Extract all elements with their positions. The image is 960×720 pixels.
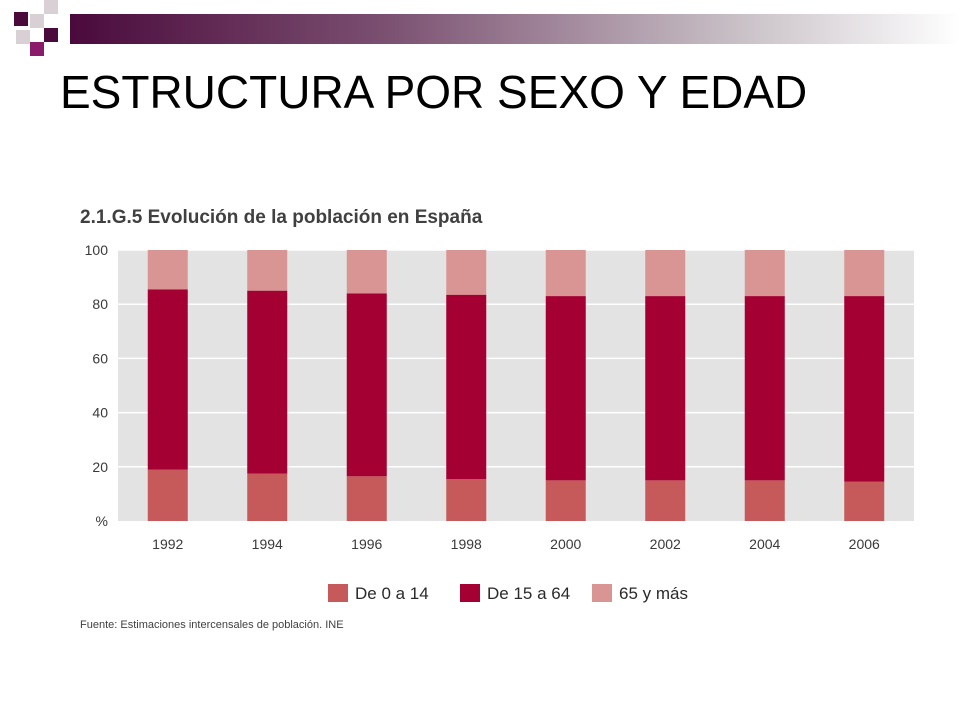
bar-segment [844,481,885,521]
x-tick-label: 1994 [252,536,283,552]
bar-segment [147,250,188,290]
chart-title: 2.1.G.5 Evolución de la población en Esp… [80,207,483,228]
y-tick-label: 60 [92,350,108,366]
bar-segment [844,250,885,297]
bar-segment [744,296,785,481]
decor-square [30,42,44,56]
decor-square [44,28,58,42]
plot-background [118,250,914,521]
legend-swatch [328,584,348,602]
bar-segment [346,476,387,521]
x-tick-label: 2006 [849,536,880,552]
bar-segment [346,250,387,294]
y-unit-label: % [96,513,108,529]
bar-segment [446,250,487,295]
decor-square [14,12,28,26]
bar-segment [744,480,785,521]
bar-segment [545,250,586,297]
legend-label: 65 y más [619,584,688,603]
legend-label: De 15 a 64 [487,584,570,603]
bar-segment [147,289,188,470]
header-gradient-bar [70,14,960,44]
bar-segment [545,296,586,481]
bar-segment [247,290,288,474]
legend-label: De 0 a 14 [355,584,429,603]
x-tick-label: 1998 [451,536,482,552]
bar-segment [346,293,387,477]
bar-segment [247,250,288,291]
bar-segment [645,250,686,297]
bar-segment [744,250,785,297]
legend-swatch [592,584,612,602]
decor-square [30,14,44,28]
x-tick-label: 2002 [650,536,681,552]
slide-title: ESTRUCTURA POR SEXO Y EDAD [60,66,808,118]
bar-segment [247,473,288,521]
x-tick-label: 2004 [749,536,780,552]
bar-segment [645,480,686,521]
y-tick-label: 40 [92,405,108,421]
bar-segment [446,294,487,479]
bar-segment [446,478,487,521]
y-tick-label: 20 [92,459,108,475]
y-tick-label: 80 [92,296,108,312]
bar-segment [147,469,188,521]
decor-square [16,30,30,44]
bar-segment [545,480,586,521]
legend-swatch [460,584,480,602]
bar-segment [844,296,885,482]
x-tick-label: 2000 [550,536,581,552]
y-tick-label: 100 [85,242,109,258]
x-tick-label: 1992 [152,536,183,552]
bar-segment [645,296,686,481]
chart-source: Fuente: Estimaciones intercensales de po… [80,619,344,631]
decor-square [44,0,58,14]
x-tick-label: 1996 [351,536,382,552]
